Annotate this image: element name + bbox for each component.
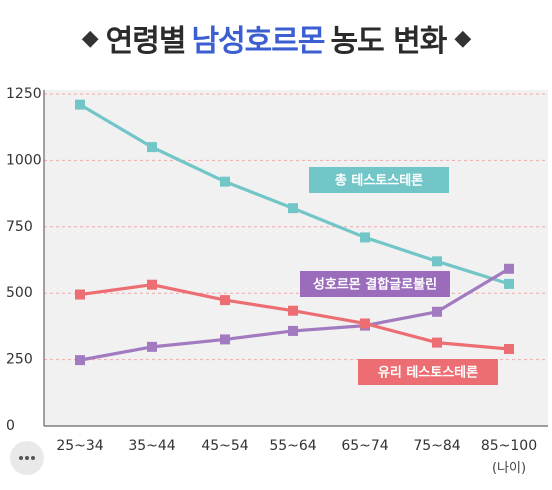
data-point [147,279,157,290]
data-point [360,318,370,329]
diamond-icon: ◆ [81,25,99,51]
title-highlight: 남성호르몬 [191,24,325,59]
data-point [220,176,230,187]
title-part1: 연령별 [105,24,187,59]
y-tick-label: 250 [6,352,33,368]
y-tick-label: 500 [6,285,33,301]
data-point [504,263,514,274]
chart-title: ◆ 연령별 남성호르몬 농도 변화 ◆ [0,8,552,68]
line-chart: 0 250 500 750 1000 1250 25~34 35~44 45~54 55~64 65… [6,86,548,476]
data-point [432,337,442,348]
data-point [75,99,85,110]
data-point [75,289,85,300]
series-label: 총 테스토스테론 [335,173,423,189]
data-point [147,142,157,153]
data-point [504,343,514,354]
x-tick-label: 45~54 [201,438,248,454]
data-point [288,203,298,214]
x-tick-label: 55~64 [269,438,316,454]
x-tick-label: 85~100 [481,438,537,454]
x-tick-label: 65~74 [341,438,388,454]
series-label: 성호르몬 결합글로불린 [313,277,437,293]
dots-icon[interactable] [10,441,44,475]
data-point [432,306,442,317]
y-tick-label: 0 [6,418,15,434]
x-tick-label: 35~44 [128,438,175,454]
data-point [220,295,230,306]
y-tick-label: 750 [6,219,33,235]
data-point [75,355,85,366]
title-part2: 농도 변화 [330,24,447,59]
data-point [147,341,157,352]
dots-glyph [19,456,35,460]
series-label-box [309,167,449,193]
y-tick-label: 1000 [6,152,42,168]
diamond-icon: ◆ [454,25,471,51]
x-axis-label: (나이) [492,461,526,476]
data-point [220,334,230,345]
data-point [288,325,298,336]
data-point [360,232,370,243]
series-label: 유리 테스토스테론 [378,365,478,381]
x-tick-label: 75~84 [413,438,460,454]
x-tick-label: 25~34 [56,438,103,454]
series-label-box [300,271,450,297]
data-point [288,305,298,316]
y-tick-label: 1250 [6,86,42,102]
data-point [504,278,514,289]
series-label-box [358,359,498,385]
chart-area: 0 250 500 750 1000 1250 25~34 35~44 45~54 55~64 65… [0,78,552,486]
data-point [432,256,442,267]
